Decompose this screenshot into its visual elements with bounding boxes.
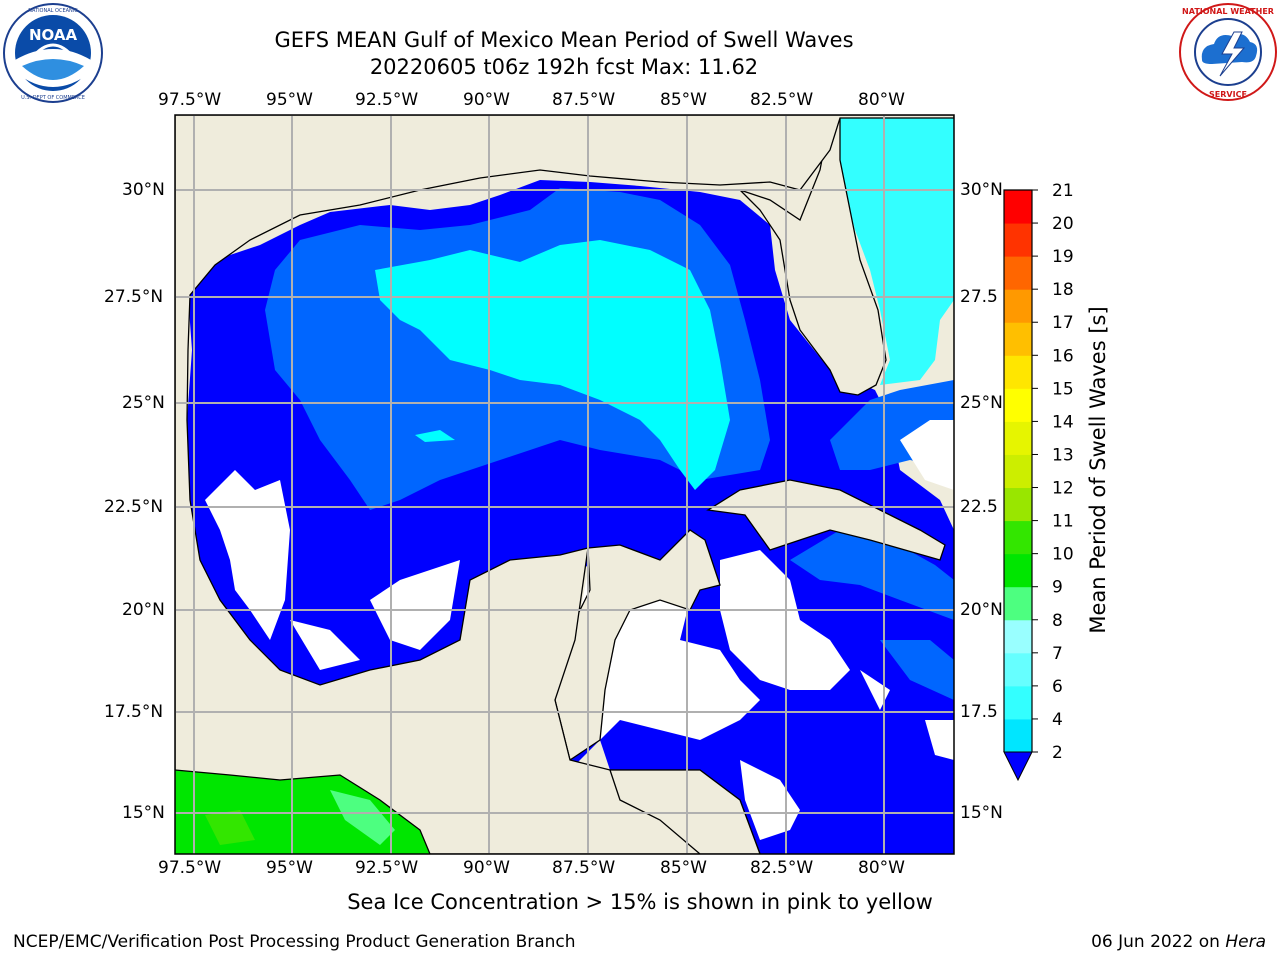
nws-logo-icon: NATIONAL WEATHER SERVICE xyxy=(1178,2,1278,102)
colorbar-tick-label: 19 xyxy=(1052,247,1074,267)
noaa-logo-icon: NOAA NATIONAL OCEANIC U.S. DEPT OF COMME… xyxy=(2,2,104,104)
lon-label-bottom: 80°W xyxy=(858,858,905,878)
colorbar-extend-arrow xyxy=(1003,751,1033,782)
footer-credit: NCEP/EMC/Verification Post Processing Pr… xyxy=(13,932,576,952)
colorbar-swatch xyxy=(1004,388,1032,422)
lon-label-bottom: 90°W xyxy=(463,858,510,878)
colorbar-swatch xyxy=(1004,256,1032,290)
lon-label-top: 95°W xyxy=(266,90,313,110)
lat-label-left: 17.5°N xyxy=(104,702,164,722)
lat-label-right: 25°N xyxy=(960,393,1003,413)
lat-label-right: 20°N xyxy=(960,600,1003,620)
colorbar-swatch xyxy=(1004,487,1032,522)
lat-label-right: 27.5 xyxy=(960,287,998,307)
colorbar-tick-label: 20 xyxy=(1052,214,1074,234)
colorbar-tick-label: 7 xyxy=(1052,644,1063,664)
colorbar-tick-label: 8 xyxy=(1052,611,1063,631)
colorbar-tick-label: 10 xyxy=(1052,545,1074,565)
lat-label-left: 20°N xyxy=(122,600,165,620)
colorbar-swatch xyxy=(1004,718,1032,753)
colorbar-swatch xyxy=(1004,355,1032,389)
colorbar-swatch xyxy=(1004,652,1032,687)
lat-label-left: 25°N xyxy=(122,393,165,413)
colorbar-tick-label: 16 xyxy=(1052,346,1074,366)
lat-label-right: 22.5 xyxy=(960,497,998,517)
lon-label-top: 92.5°W xyxy=(355,90,419,110)
colorbar-swatch xyxy=(1004,289,1032,323)
lon-label-top: 97.5°W xyxy=(158,90,222,110)
colorbar-tick-label: 17 xyxy=(1052,313,1074,333)
lon-label-bottom: 92.5°W xyxy=(355,858,419,878)
colorbar-tick-label: 6 xyxy=(1052,677,1063,697)
svg-text:NATIONAL OCEANIC: NATIONAL OCEANIC xyxy=(28,8,78,14)
lat-label-left: 30°N xyxy=(122,180,165,200)
colorbar-swatch xyxy=(1004,520,1032,555)
lon-label-bottom: 82.5°W xyxy=(750,858,814,878)
lon-label-top: 85°W xyxy=(660,90,707,110)
colorbar-tick-label: 15 xyxy=(1052,379,1074,399)
colorbar-tick-label: 4 xyxy=(1052,710,1063,730)
svg-text:SERVICE: SERVICE xyxy=(1209,90,1247,99)
noaa-logo-text: NOAA xyxy=(29,26,78,44)
footer-machine: Hera xyxy=(1225,932,1266,952)
lon-label-bottom: 87.5°W xyxy=(552,858,616,878)
atlantic-shelf xyxy=(835,115,954,385)
colorbar-swatch xyxy=(1004,322,1032,356)
colorbar-tick-label: 14 xyxy=(1052,412,1074,432)
colorbar-swatch xyxy=(1004,685,1032,720)
colorbar-swatch xyxy=(1004,553,1032,588)
colorbar-frame xyxy=(1003,189,1033,752)
lon-label-top: 87.5°W xyxy=(552,90,616,110)
colorbar-tick-label: 18 xyxy=(1052,280,1074,300)
colorbar-tick-label: 11 xyxy=(1052,512,1074,532)
lon-label-top: 90°W xyxy=(463,90,510,110)
chart-title: GEFS MEAN Gulf of Mexico Mean Period of … xyxy=(274,28,854,52)
lon-label-top: 80°W xyxy=(858,90,905,110)
chart-subtitle: 20220605 t06z 192h fcst Max: 11.62 xyxy=(369,55,759,79)
gulf-core xyxy=(375,240,730,490)
graticule xyxy=(175,115,954,854)
lat-label-right: 17.5 xyxy=(960,702,998,722)
lat-label-right: 15°N xyxy=(960,803,1003,823)
footer-on-text: on xyxy=(1198,932,1220,952)
colorbar: 2 4 6 7 8 9 10 11 12 13 14 15 16 17 18 19 20 21 xyxy=(1003,181,1074,782)
colorbar-swatch xyxy=(1004,619,1032,654)
lon-label-bottom: 85°W xyxy=(660,858,707,878)
lat-label-left: 22.5°N xyxy=(104,497,164,517)
colorbar-swatch xyxy=(1004,190,1032,224)
colorbar-tick-label: 13 xyxy=(1052,445,1074,465)
colorbar-tick-label: 2 xyxy=(1052,743,1063,763)
colorbar-tick-label: 12 xyxy=(1052,479,1074,499)
svg-text:U.S. DEPT OF COMMERCE: U.S. DEPT OF COMMERCE xyxy=(21,95,85,101)
footer-date-text: 06 Jun 2022 xyxy=(1091,932,1194,952)
map-frame xyxy=(174,114,955,855)
colorbar-swatch xyxy=(1004,454,1032,489)
colorbar-label: Mean Period of Swell Waves [s] xyxy=(1086,306,1110,634)
colorbar-swatch xyxy=(1004,586,1032,621)
lon-label-bottom: 95°W xyxy=(266,858,313,878)
colorbar-tick-label: 9 xyxy=(1052,578,1063,598)
footer-date: 06 Jun 2022 on Hera xyxy=(1091,932,1266,952)
sea-ice-caption: Sea Ice Concentration > 15% is shown in … xyxy=(347,890,933,914)
lat-label-right: 30°N xyxy=(960,180,1003,200)
svg-text:NATIONAL WEATHER: NATIONAL WEATHER xyxy=(1182,7,1274,16)
lon-label-bottom: 97.5°W xyxy=(158,858,222,878)
colorbar-swatch xyxy=(1004,223,1032,257)
lat-label-left: 27.5°N xyxy=(104,287,164,307)
colorbar-tick-label: 21 xyxy=(1052,181,1074,201)
colorbar-swatch xyxy=(1004,421,1032,455)
lat-label-left: 15°N xyxy=(122,803,165,823)
lon-label-top: 82.5°W xyxy=(750,90,814,110)
